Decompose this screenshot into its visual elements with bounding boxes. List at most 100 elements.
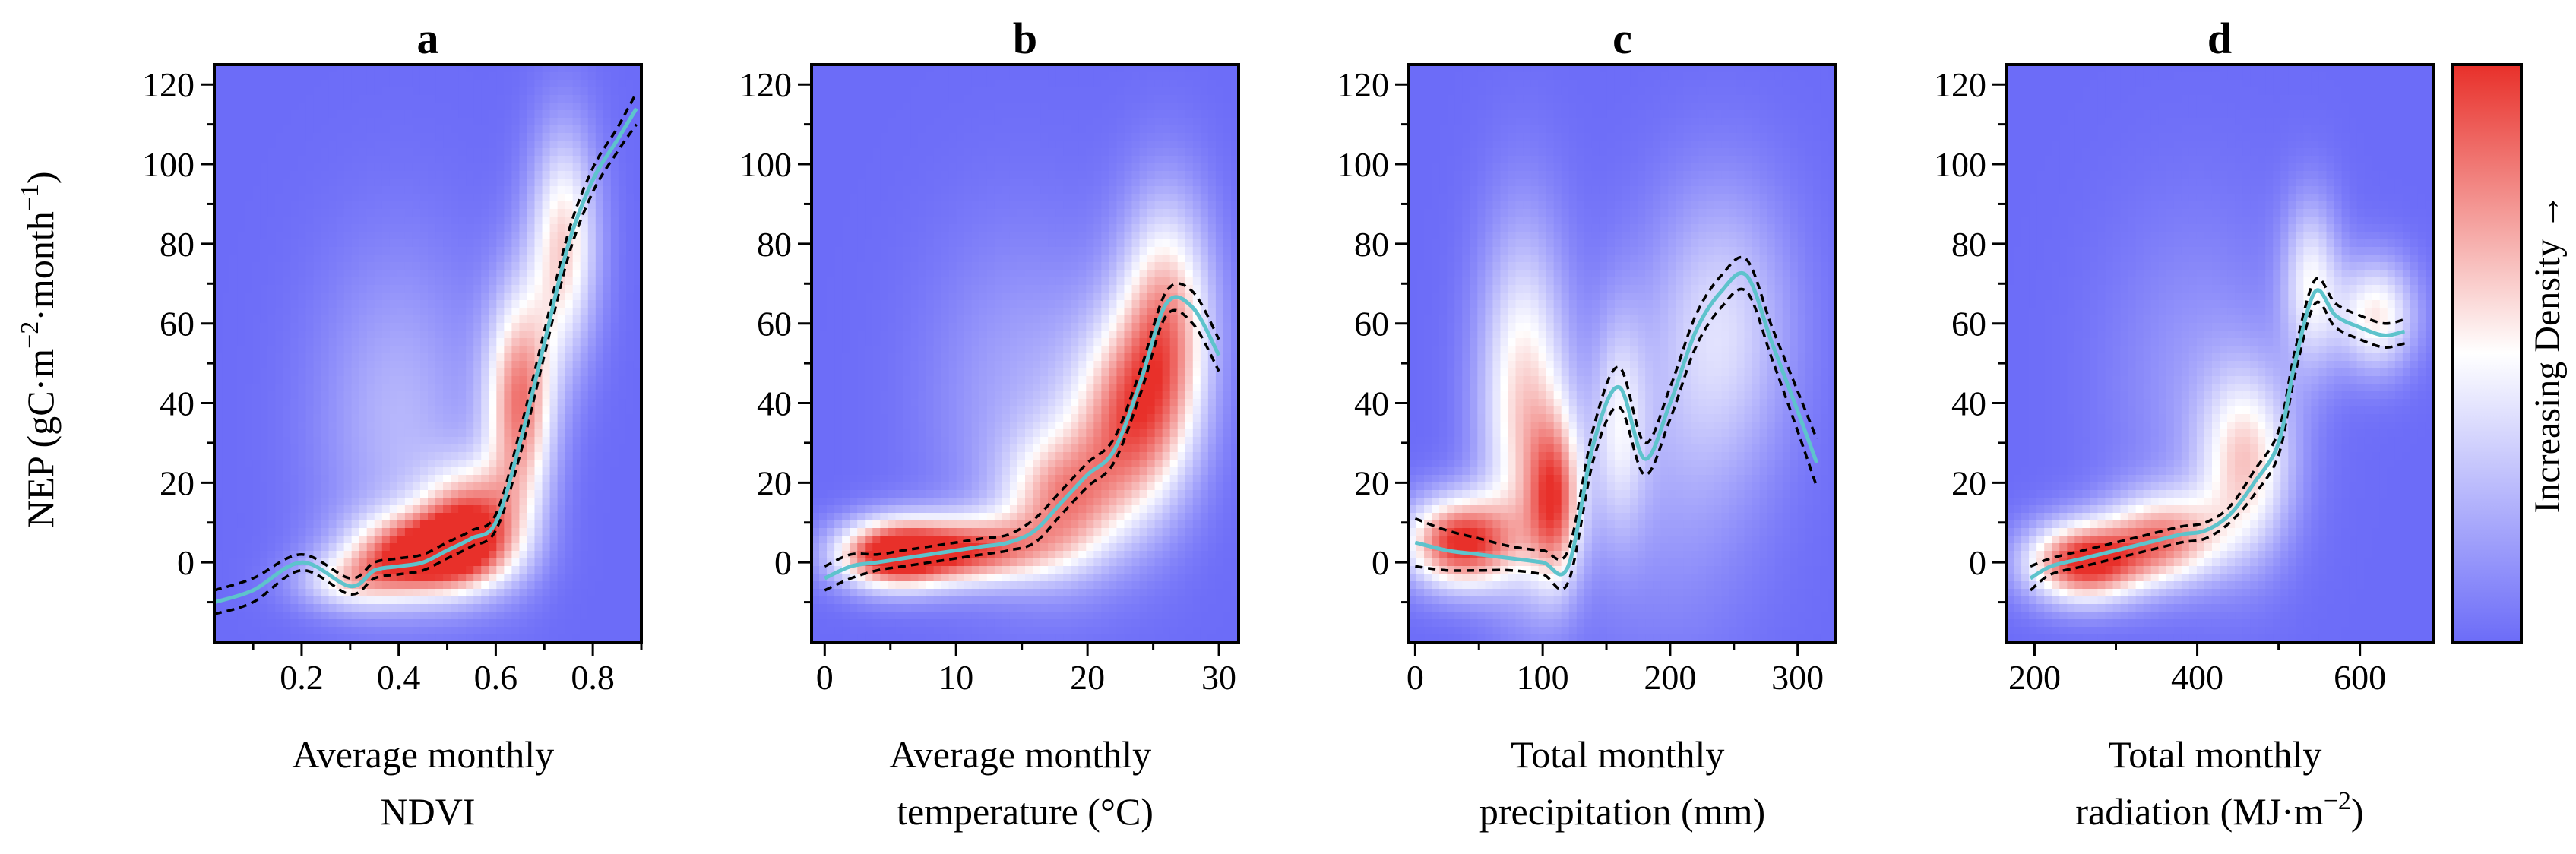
panel-a-density-cell (313, 513, 322, 521)
panel-a-density-cell (283, 179, 291, 187)
panel-a-density-cell (618, 133, 627, 141)
panel-a-density-cell (504, 277, 512, 286)
panel-a-density-cell (283, 300, 291, 308)
panel-a-density-cell (328, 619, 337, 628)
panel-b-density-cell (1093, 95, 1102, 103)
panel-a-density-cell (466, 308, 474, 316)
panel-a-density-cell (511, 361, 521, 369)
panel-a-density-cell (366, 209, 375, 217)
panel-a-density-cell (374, 148, 383, 157)
panel-a-density-cell (283, 262, 291, 270)
panel-a-density-cell (397, 171, 406, 179)
panel-b-density-cell (1017, 148, 1026, 157)
panel-a-density-cell (466, 452, 474, 460)
panel-a-density-cell (267, 505, 276, 514)
panel-a-density-cell (565, 118, 574, 126)
panel-a-density-cell (451, 346, 459, 354)
panel-b-density-cell (971, 148, 980, 157)
panel-a-density-cell (572, 65, 581, 73)
panel-a-density-cell (305, 156, 315, 164)
panel-b-density-cell (933, 95, 942, 103)
panel-a-density-cell (260, 353, 268, 362)
panel-a-density-cell (290, 604, 299, 612)
panel-a-density-cell (443, 141, 451, 149)
panel-a-density-cell (290, 528, 299, 536)
panel-a-density-cell (222, 277, 230, 286)
panel-b-density-cell (850, 125, 858, 134)
panel-a-density-cell (633, 551, 642, 559)
panel-a-density-cell (458, 247, 467, 255)
panel-a-density-cell (549, 65, 559, 73)
panel-a-density-cell (374, 391, 383, 400)
panel-a-density-cell (275, 551, 283, 559)
panel-a-density-cell (298, 384, 307, 392)
panel-a-density-cell (419, 627, 429, 635)
panel-a-density-cell (404, 72, 413, 81)
panel-a-density-cell (298, 308, 307, 316)
panel-a-density-cell (366, 270, 375, 278)
panel-a-density-cell (451, 72, 459, 81)
panel-b-density-cell (1147, 148, 1156, 157)
panel-a-density-cell (435, 201, 444, 210)
panel-a-density-cell (313, 293, 322, 301)
panel-b-density-cell (933, 133, 942, 141)
panel-a-density-cell (359, 406, 368, 415)
panel-a-density-cell (283, 361, 291, 369)
panel-a-density-cell (237, 467, 245, 476)
panel-a-density-cell (252, 125, 261, 134)
panel-a-density-cell (283, 498, 291, 506)
panel-a-density-cell (260, 543, 268, 552)
panel-b-density-cell (1086, 110, 1094, 119)
panel-a-density-cell (451, 467, 459, 476)
panel-a-density-cell (618, 513, 627, 521)
panel-a-density-cell (504, 217, 512, 225)
panel-a-density-cell (587, 110, 597, 119)
panel-a-density-cell (275, 270, 283, 278)
panel-a-density-cell (298, 224, 307, 232)
panel-a-density-cell (451, 179, 459, 187)
panel-a-density-cell (473, 201, 482, 210)
panel-a-density-cell (451, 422, 459, 430)
panel-a-density-cell (466, 247, 474, 255)
panel-a-density-cell (381, 323, 391, 331)
panel-a-density-cell (481, 574, 489, 582)
panel-a-density-cell (580, 247, 589, 255)
panel-a-density-cell (519, 528, 528, 536)
panel-a-density-cell (267, 368, 276, 377)
panel-b-density-cell (1055, 133, 1064, 141)
panel-a-density-cell (534, 399, 543, 407)
panel-a-density-cell (580, 627, 589, 635)
panel-a-density-cell (359, 391, 368, 400)
panel-a-density-cell (374, 118, 383, 126)
panel-a-density-cell (351, 270, 360, 278)
panel-a-density-cell (260, 391, 268, 400)
panel-a-density-cell (389, 376, 398, 384)
panel-a-density-cell (565, 194, 574, 202)
panel-a-density-cell (245, 498, 253, 506)
panel-a-density-cell (359, 612, 368, 620)
panel-b-density-cell (880, 148, 888, 157)
panel-a-density-cell (428, 239, 436, 248)
panel-a-density-cell (428, 103, 436, 111)
panel-a-density-cell (275, 589, 283, 597)
panel-a-density-cell (549, 475, 559, 483)
panel-b-density-cell (1215, 95, 1224, 103)
panel-a-density-cell (267, 612, 276, 620)
panel-a-density-cell (473, 520, 482, 529)
panel-a-density-cell (397, 452, 406, 460)
panel-a-density-cell (504, 110, 512, 119)
panel-a-density-cell (633, 133, 642, 141)
panel-a-density-cell (580, 384, 589, 392)
panel-a-density-cell (328, 125, 337, 134)
panel-a-density-cell (404, 414, 413, 422)
panel-a-density-cell (336, 528, 345, 536)
panel-a-density-cell (419, 285, 429, 293)
panel-a-density-cell (572, 331, 581, 339)
panel-b-density-cell (1185, 141, 1194, 149)
panel-a-density-cell (381, 604, 391, 612)
panel-a-density-cell (481, 95, 489, 103)
panel-a-density-cell (625, 558, 635, 567)
panel-a-density-cell (412, 619, 421, 628)
panel-a-density-cell (313, 141, 322, 149)
